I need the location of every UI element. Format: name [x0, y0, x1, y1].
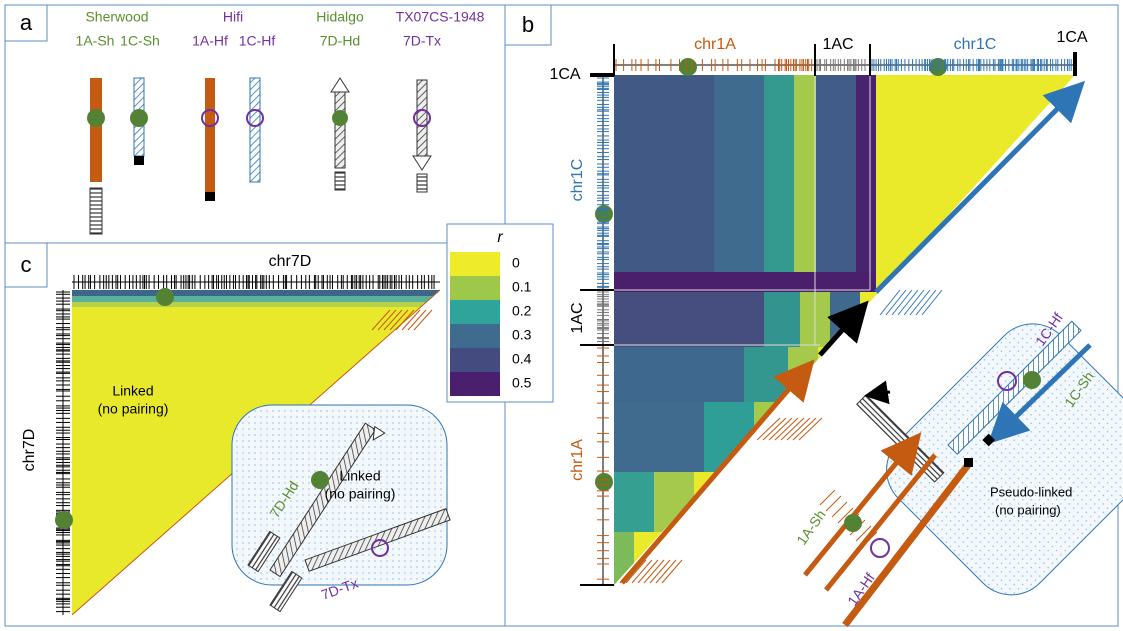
marker-tick [781, 418, 804, 440]
centromere [55, 511, 73, 529]
legend-label: 0.3 [512, 327, 532, 343]
axis-label: chr7D [269, 253, 312, 270]
note: Linked [112, 383, 153, 399]
marker-tick [826, 496, 841, 511]
legend-swatch [450, 372, 500, 396]
cultivar: Sherwood [85, 9, 148, 25]
marker-tick [922, 290, 942, 315]
line-name: 7D-Tx [403, 33, 441, 49]
marker-tick [799, 418, 822, 440]
line-name: 1A-Hf [192, 33, 228, 49]
marker-tick [656, 560, 676, 583]
legend-label: 0.4 [512, 351, 532, 367]
marker-tick [763, 418, 786, 440]
line-name: 1C-Hf [239, 33, 276, 49]
legend-swatch [450, 252, 500, 276]
marker-tick [916, 290, 936, 315]
legend-swatch [450, 324, 500, 348]
marker-tick [880, 290, 900, 315]
legend: r 0 0.1 0.2 0.3 0.4 0.5 [447, 224, 553, 402]
axis-label: 1AC [569, 302, 586, 333]
chromosome-label: 1A-Sh [793, 507, 828, 548]
legend-label: 0.5 [512, 375, 532, 391]
marker-tick [644, 560, 664, 583]
marker-tick [769, 418, 792, 440]
axis-label: 1CA [549, 66, 580, 83]
marker-tick [650, 560, 670, 583]
panel-label: a [20, 10, 33, 35]
marker-tick [775, 418, 798, 440]
note: Pseudo-linked [990, 484, 1072, 499]
legend-swatch [450, 276, 500, 300]
legend-swatch [450, 300, 500, 324]
legend-title: r [497, 229, 503, 246]
legend-swatch [450, 348, 500, 372]
axis-label: 1AC [822, 36, 853, 53]
cultivar: Hifi [223, 9, 243, 25]
line-name: 7D-Hd [320, 33, 360, 49]
marker-tick [886, 290, 906, 315]
legend-label: 0.1 [512, 279, 532, 295]
line-name: 1C-Sh [120, 33, 160, 49]
note: Linked [339, 468, 380, 484]
marker-tick [904, 290, 924, 315]
centromere [156, 288, 174, 306]
axis-label: chr1C [569, 159, 586, 202]
note: (no pairing) [325, 486, 396, 502]
axis-label: chr1A [694, 36, 736, 53]
note: (no pairing) [98, 401, 169, 417]
marker-tick [787, 418, 810, 440]
legend-label: 0 [512, 255, 520, 271]
note: (no pairing) [995, 502, 1061, 517]
chromosomes-a [87, 78, 431, 234]
marker-tick [898, 290, 918, 315]
axis-label: chr1C [954, 36, 997, 53]
panel-label: c [21, 252, 32, 277]
marker-tick [793, 418, 816, 440]
marker-tick [892, 290, 912, 315]
axis-label: chr7D [21, 429, 38, 472]
marker-tick [820, 490, 835, 505]
cultivar: TX07CS-1948 [396, 9, 485, 25]
axis-label: chr1A [569, 439, 586, 481]
legend-label: 0.2 [512, 303, 532, 319]
panel-label: b [522, 12, 534, 37]
marker-tick [910, 290, 930, 315]
line-name: 1A-Sh [76, 33, 115, 49]
figure: a b c Sherwood 1A-Sh 1C-Sh Hifi 1A-Hf 1C… [0, 0, 1123, 631]
marker-tick [832, 502, 847, 517]
cultivar: Hidalgo [316, 9, 364, 25]
marker-tick [662, 560, 682, 583]
axis-label: 1CA [1056, 29, 1087, 46]
